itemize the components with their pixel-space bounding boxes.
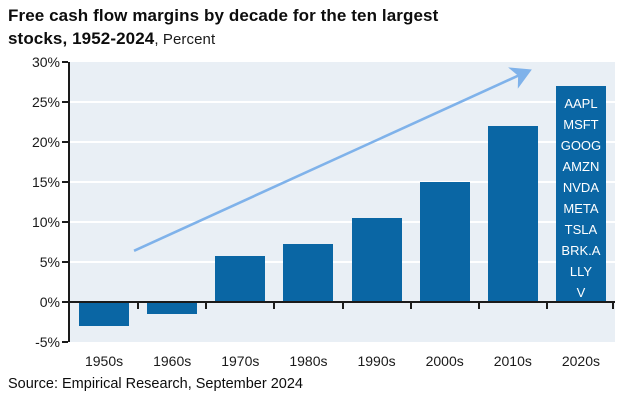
gridline-5pct: [70, 261, 615, 263]
x-axis-label-1960s: 1960s: [153, 353, 192, 369]
x-axis-label-2010s: 2010s: [493, 353, 532, 369]
ticker-AMZN: AMZN: [562, 159, 600, 174]
x-axis-label-2000s: 2000s: [425, 353, 464, 369]
y-axis-tick-15: [62, 181, 68, 183]
x-axis-label-1950s: 1950s: [84, 353, 124, 369]
gridline-20pct: [70, 141, 615, 143]
x-axis-tick-6: [477, 303, 480, 309]
y-axis-label-30: 30%: [31, 54, 60, 70]
bar-1950s: [79, 302, 130, 326]
x-axis-tick-7: [545, 303, 548, 309]
gridline-25pct: [70, 101, 615, 103]
x-axis-tick-5: [409, 303, 412, 309]
x-axis-tick-2: [205, 303, 208, 309]
chart-title-line2-bold: stocks, 1952-2024: [8, 29, 155, 48]
y-axis-tick-5: [62, 261, 68, 263]
x-axis-label-1970s: 1970s: [221, 353, 260, 369]
chart-title-line1: Free cash flow margins by decade for the…: [8, 6, 439, 25]
chart-units-label: , Percent: [154, 31, 216, 48]
ticker-GOOG: GOOG: [560, 138, 602, 153]
y-axis-tick-10: [62, 221, 68, 223]
y-axis-label-25: 25%: [31, 94, 60, 110]
trend-arrow-line: [133, 67, 532, 252]
ticker-BRK.A: BRK.A: [561, 243, 601, 258]
y-axis-tick-30: [62, 61, 68, 63]
source-note: Source: Empirical Research, September 20…: [8, 376, 303, 392]
y-axis-label-0: 0%: [39, 294, 60, 310]
y-axis-line: [68, 62, 70, 342]
ticker-TSLA: TSLA: [564, 222, 598, 237]
bar-2000s: [419, 182, 470, 302]
ticker-NVDA: NVDA: [562, 180, 599, 195]
bar-1960s: [147, 302, 198, 314]
x-axis-tick-1: [137, 303, 140, 309]
plot-area: AAPL MSFT GOOG AMZN NVDA META TSLA BRK.A LLY V: [62, 61, 615, 343]
ticker-META: META: [563, 201, 599, 216]
ticker-MSFT: MSFT: [563, 117, 599, 132]
ticker-LLY: LLY: [569, 264, 593, 279]
y-axis-tick-25: [62, 101, 68, 103]
bar-1970s: [215, 256, 266, 302]
ticker-V: V: [576, 285, 586, 300]
chart-title: Free cash flow margins by decade for the…: [8, 4, 438, 51]
y-axis-label-15: 15%: [31, 174, 60, 190]
zero-axis-line: [68, 301, 615, 303]
bar-2010s: [487, 126, 538, 302]
ticker-AAPL: AAPL: [564, 96, 598, 111]
x-axis-tick-3: [273, 303, 276, 309]
gridline-15pct: [70, 181, 615, 183]
bar-2020s: AAPL MSFT GOOG AMZN NVDA META TSLA BRK.A LLY V: [555, 86, 606, 303]
x-axis-label-1990s: 1990s: [357, 353, 396, 369]
bar-1980s: [283, 243, 334, 302]
y-axis-label-10: 10%: [31, 214, 60, 230]
ticker-list: AAPL MSFT GOOG AMZN NVDA META TSLA BRK.A LLY V: [556, 86, 606, 303]
y-axis-label-5: 5%: [39, 254, 60, 270]
x-axis-tick-8: [612, 303, 614, 309]
y-axis-label-20: 20%: [31, 134, 60, 150]
y-axis-tick--5: [62, 341, 68, 343]
y-axis-tick-0: [62, 301, 68, 303]
x-axis-label-1980s: 1980s: [289, 353, 328, 369]
y-axis-tick-20: [62, 141, 68, 143]
x-axis-label-2020s: 2020s: [561, 353, 601, 369]
x-axis-tick-4: [341, 303, 344, 309]
gridline-10pct: [70, 221, 615, 223]
bar-1990s: [351, 218, 402, 302]
trend-arrow: [133, 67, 532, 252]
y-axis-label--5: -5%: [35, 334, 60, 350]
